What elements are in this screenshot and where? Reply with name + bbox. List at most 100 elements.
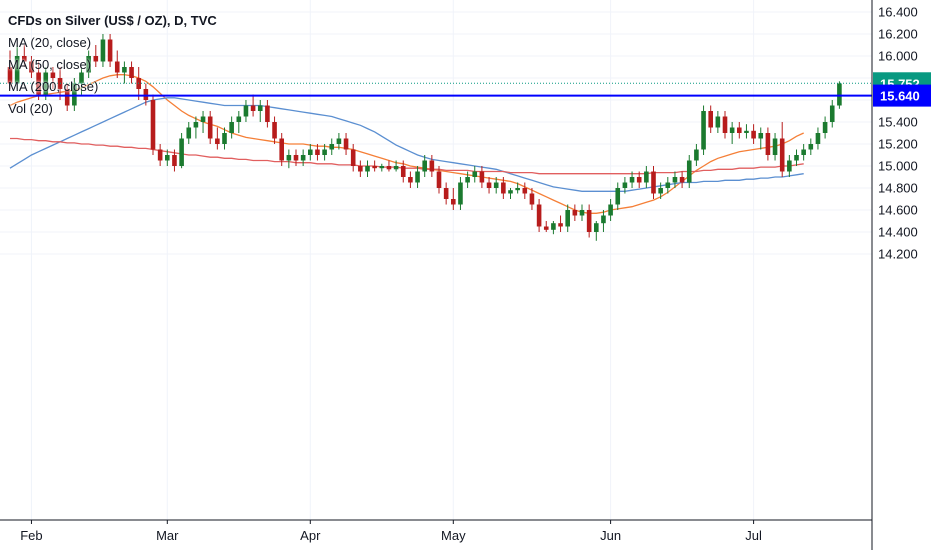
candle-body [300, 155, 306, 161]
candle-body [722, 116, 728, 133]
candle-body [479, 171, 485, 183]
legend-ma200[interactable]: MA (200, close) [8, 79, 99, 94]
candle-body [50, 72, 56, 78]
candle-body [408, 177, 413, 183]
candle-body [672, 177, 678, 183]
candle-body [386, 166, 392, 170]
candle [100, 34, 106, 67]
candle-body [236, 116, 242, 122]
candle-body [322, 149, 327, 155]
y-tick-label: 14.600 [878, 203, 918, 218]
candle [508, 188, 513, 199]
candle [129, 61, 134, 84]
candle [272, 116, 277, 144]
candle [772, 133, 778, 161]
candle-body [243, 105, 249, 117]
candle [107, 34, 113, 67]
candle-body [472, 171, 478, 177]
ma-line-2 [9, 97, 804, 192]
candle-body [122, 67, 127, 73]
candle-body [458, 182, 463, 205]
candle-body [329, 144, 335, 150]
candle-body [787, 160, 792, 172]
chart-title: CFDs on Silver (US$ / OZ), D, TVC [8, 13, 217, 28]
candle [486, 177, 492, 194]
candle [551, 221, 556, 235]
candle-body [343, 138, 349, 150]
candle-body [372, 166, 377, 169]
candle [758, 127, 764, 150]
candle [7, 50, 13, 89]
candle [751, 124, 756, 144]
candle-body [601, 215, 606, 224]
candle-body [779, 138, 785, 172]
legend-ma50[interactable]: MA (50, close) [8, 57, 92, 72]
candle [451, 188, 456, 210]
candle-body [293, 155, 299, 161]
candle [737, 122, 742, 139]
ma-line-1 [9, 74, 804, 214]
candle-body [758, 133, 764, 139]
candle-body [636, 177, 642, 183]
candle-body [72, 83, 77, 106]
candle-body [14, 56, 20, 84]
candle [615, 182, 621, 210]
candle-body [79, 72, 84, 84]
candle [207, 111, 213, 144]
candle [601, 210, 606, 232]
candle-body [7, 67, 13, 84]
x-tick-label: Mar [156, 528, 179, 543]
candle [429, 155, 435, 177]
candle [114, 50, 120, 78]
candle [165, 149, 170, 166]
candle-body [644, 171, 649, 183]
candle-body [701, 111, 706, 150]
candle [515, 182, 520, 194]
candle-body [451, 199, 456, 205]
candle [350, 144, 356, 172]
candle [708, 105, 713, 133]
candle-body [172, 155, 177, 166]
candle-body [808, 144, 814, 150]
candle-body [157, 149, 163, 161]
candle-body [615, 188, 621, 205]
candle-body [751, 130, 756, 139]
candle-body [801, 149, 806, 155]
candle-body [400, 166, 406, 177]
candle [179, 133, 184, 169]
candle-body [536, 204, 542, 227]
candle [186, 122, 192, 144]
candle [458, 177, 463, 210]
candle-body [193, 122, 199, 128]
candle [529, 188, 535, 210]
candle [50, 67, 56, 89]
candle-body [207, 116, 213, 139]
candle [729, 122, 735, 144]
x-tick-label: Jul [745, 528, 762, 543]
candle [629, 171, 635, 188]
y-tick-label: 15.000 [878, 159, 918, 174]
candle [572, 204, 578, 221]
level-price-tag-text: 15.640 [880, 89, 920, 104]
candle [493, 177, 499, 194]
candle-body [501, 182, 506, 194]
candle [379, 163, 385, 172]
candle [343, 133, 349, 155]
legend-ma20[interactable]: MA (20, close) [8, 35, 92, 50]
candle [222, 127, 227, 150]
candle [143, 83, 149, 106]
candle-body [415, 171, 420, 183]
candle [72, 78, 77, 111]
candle [172, 149, 177, 172]
candle [722, 111, 728, 139]
y-tick-label: 15.200 [878, 137, 918, 152]
legend-volume[interactable]: Vol (20) [8, 101, 53, 116]
candle [193, 116, 199, 139]
candle [229, 116, 234, 139]
candle [257, 100, 263, 122]
candle-body [286, 155, 292, 161]
candle-body [114, 61, 120, 73]
candle-body [622, 182, 628, 188]
